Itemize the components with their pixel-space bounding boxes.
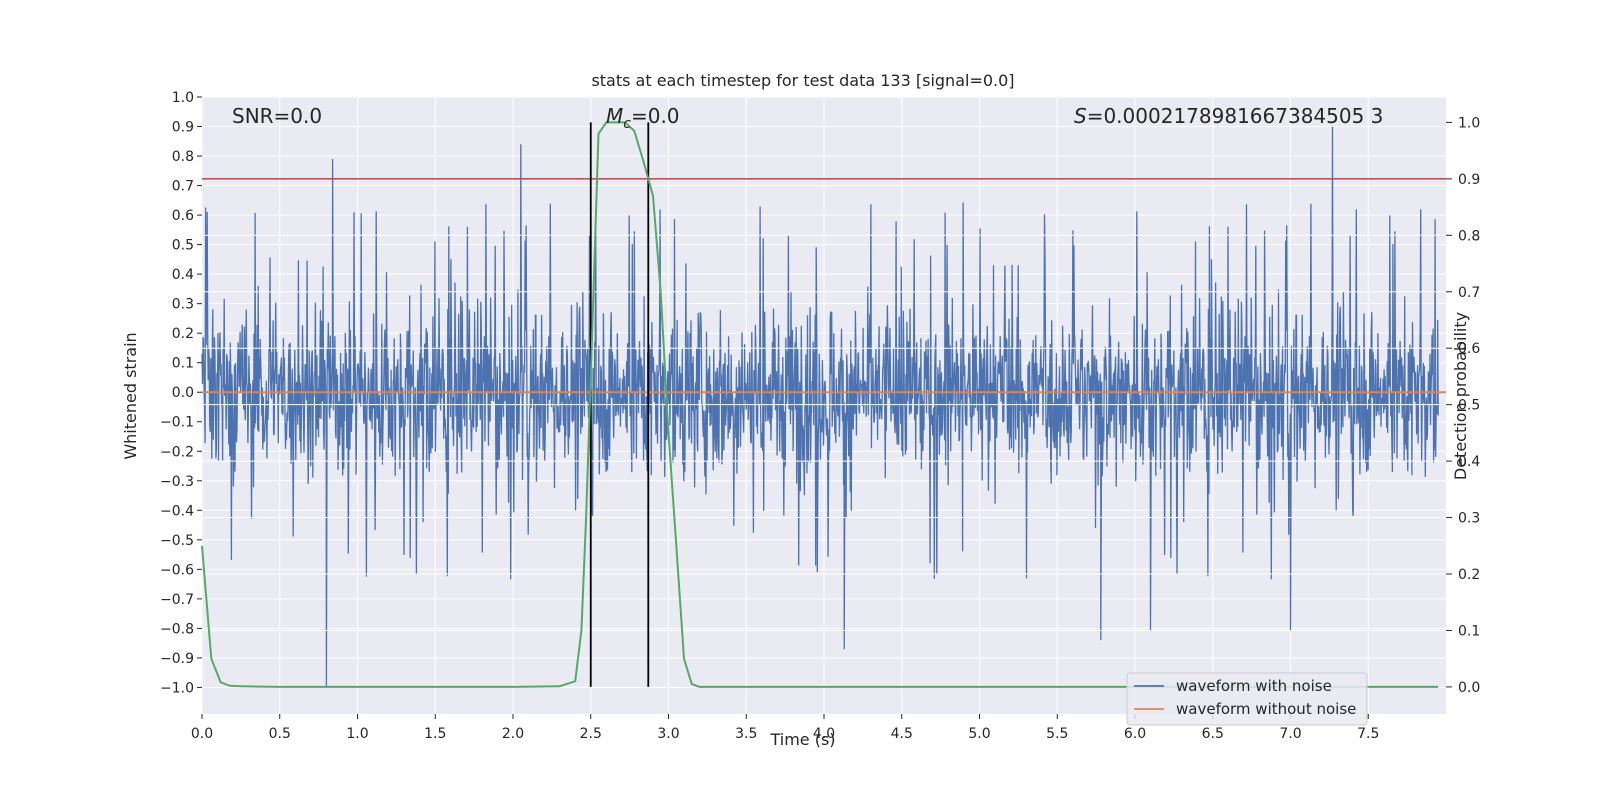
detection-probability-line [201, 121, 1439, 688]
y-tick-label: 0.4 [172, 267, 194, 283]
y2-tick-label: 0.6 [1458, 341, 1480, 357]
x-tick-label: 1.5 [424, 726, 446, 742]
mc-annotation: Mc=0.0 [606, 104, 680, 132]
y2-tick-label: 0.7 [1458, 285, 1480, 301]
s-annotation: S=0.0002178981667384505 3 [1074, 104, 1383, 128]
x-tick-label: 3.0 [657, 726, 679, 742]
y-tick-label: −0.8 [160, 621, 194, 637]
x-tick-label: 6.0 [1124, 726, 1146, 742]
y2-tick-label: 0.3 [1458, 511, 1480, 527]
y-tick-label: −0.5 [160, 533, 194, 549]
y-tick-label: 0.3 [172, 297, 194, 313]
x-tick-label: 2.0 [502, 726, 524, 742]
mc-value: =0.0 [631, 104, 680, 128]
y2-tick-label: 1.0 [1458, 115, 1480, 131]
x-tick-label: 0.5 [269, 726, 291, 742]
x-ticks: 0.0 0.5 1.0 1.5 2.0 2.5 3.0 3.5 4.0 4.5 5.0 5.5 6.0 6… [191, 714, 1379, 742]
y2-tick-label: 0.0 [1458, 680, 1480, 696]
x-tick-label: 6.5 [1202, 726, 1224, 742]
y-tick-label: −0.7 [160, 592, 194, 608]
y-ticks: 1.0 0.9 0.8 0.7 0.6 0.5 0.4 0.3 0.2 0.1 0.0 −0.1 −0.… [160, 90, 202, 696]
chart-title: stats at each timestep for test data 133… [591, 71, 1014, 90]
s-value: =0.0002178981667384505 3 [1087, 104, 1384, 128]
y-tick-label: 0.1 [172, 356, 194, 372]
y-tick-label: 0.7 [172, 179, 194, 195]
y2-tick-label: 0.1 [1458, 623, 1480, 639]
s-symbol: S [1074, 104, 1087, 128]
y-tick-label: −0.2 [160, 444, 194, 460]
y-tick-label: −1.0 [160, 680, 194, 696]
mc-symbol: M [606, 104, 623, 128]
x-tick-label: 5.0 [968, 726, 990, 742]
legend: waveform with noise waveform without noi… [1126, 672, 1368, 726]
y2-tick-label: 0.8 [1458, 228, 1480, 244]
legend-label-noise: waveform with noise [1176, 677, 1332, 695]
x-tick-label: 5.5 [1046, 726, 1068, 742]
y2-tick-label: 0.9 [1458, 172, 1480, 188]
detection-probability-series [201, 121, 1439, 688]
y-tick-label: 1.0 [172, 90, 194, 106]
mc-subscript: c [623, 116, 631, 132]
x-tick-label: 7.5 [1357, 726, 1379, 742]
y-tick-label: −0.1 [160, 415, 194, 431]
waveform-with-noise-line [201, 126, 1439, 688]
x-tick-label: 4.5 [891, 726, 913, 742]
y2-tick-label: 0.5 [1458, 398, 1480, 414]
x-tick-label: 0.0 [191, 726, 213, 742]
y2-ticks: 1.0 0.9 0.8 0.7 0.6 0.5 0.4 0.3 0.2 0.1 0.0 [1446, 115, 1480, 696]
x-tick-label: 4.0 [813, 726, 835, 742]
y2-tick-label: 0.4 [1458, 454, 1480, 470]
y-tick-label: 0.5 [172, 238, 194, 254]
y-tick-label: 0.2 [172, 326, 194, 342]
x-tick-label: 1.0 [346, 726, 368, 742]
y-axis-label: Whitened strain [121, 332, 140, 459]
y-tick-label: −0.4 [160, 503, 194, 519]
legend-box [1126, 672, 1368, 726]
snr-annotation: SNR=0.0 [232, 104, 322, 128]
x-tick-label: 7.0 [1279, 726, 1301, 742]
x-axis-label: Time (s) [769, 730, 835, 749]
y-tick-label: 0.8 [172, 149, 194, 165]
y-tick-label: −0.9 [160, 651, 194, 667]
x-tick-label: 2.5 [580, 726, 602, 742]
y-tick-label: 0.0 [172, 385, 194, 401]
x-tick-label: 3.5 [735, 726, 757, 742]
legend-label-clean: waveform without noise [1176, 700, 1356, 718]
y2-axis-label: Detection probability [1451, 312, 1470, 480]
y-tick-label: −0.3 [160, 474, 194, 490]
y-tick-label: −0.6 [160, 562, 194, 578]
y2-tick-label: 0.2 [1458, 567, 1480, 583]
y-tick-label: 0.6 [172, 208, 194, 224]
y-tick-label: 0.9 [172, 120, 194, 136]
